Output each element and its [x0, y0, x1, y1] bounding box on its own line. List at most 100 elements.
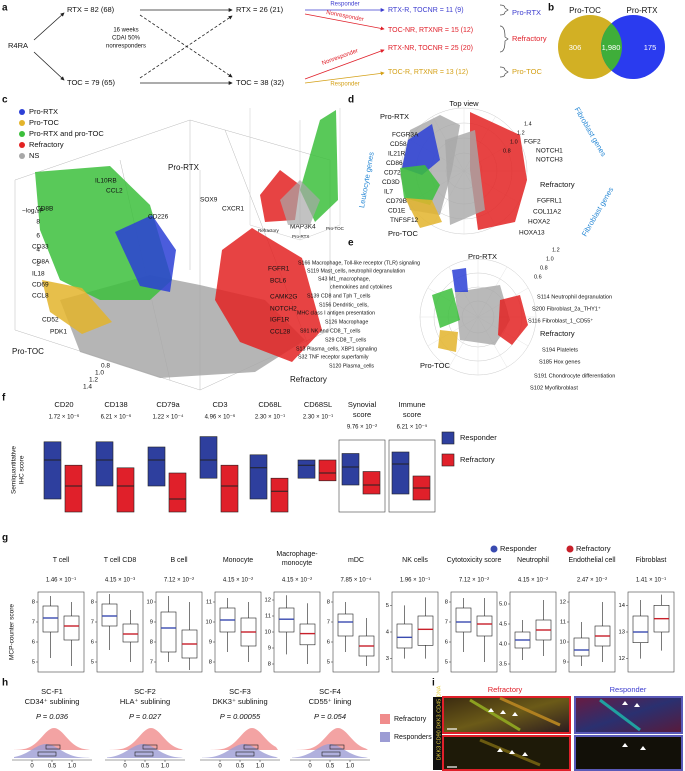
module-label: S116 Fibroblast_1_CD55⁺	[528, 317, 593, 324]
label: Nonresponder	[321, 48, 359, 67]
connector	[304, 71, 385, 84]
label: 1.22 × 10⁻⁴	[153, 414, 184, 421]
module-label: S43 M1_macrophage,	[318, 276, 370, 282]
point-cloud	[42, 280, 112, 334]
plot-frame	[568, 591, 616, 673]
label: Fibroblast genes	[580, 185, 616, 238]
gene-label: CD33	[32, 244, 49, 251]
label: Responder	[610, 685, 647, 694]
y-tick-label: 7	[91, 620, 94, 626]
box	[142, 744, 158, 750]
label: 1.0	[510, 139, 518, 145]
gene-label: CD3D	[382, 179, 400, 186]
label: RTX-NR, TOCNR = 25 (20)	[388, 45, 473, 52]
box	[318, 459, 337, 482]
density-ridge	[202, 744, 278, 758]
gene-label: NOTCH3	[536, 157, 563, 164]
label: T cell	[53, 557, 70, 564]
label: Responder	[330, 2, 359, 8]
module-label: S166 Macrophage, Toll-like receptor (TLR…	[298, 260, 420, 266]
label: TOC = 38 (32)	[236, 78, 285, 87]
x-tick-label: 0	[218, 764, 222, 770]
module-label: S120 Plasma_cells	[329, 363, 374, 369]
box	[337, 613, 354, 637]
legend-swatch	[380, 732, 390, 742]
label: CD34⁺ sublining	[25, 697, 80, 706]
point-cloud	[438, 330, 458, 352]
y-tick-label: 8	[150, 640, 153, 646]
panel-letter: c	[2, 95, 8, 106]
label: Leukocyte genes	[357, 151, 376, 209]
connector	[139, 15, 233, 79]
gene-label: CCL28	[270, 329, 291, 336]
label: Pro-RTX	[168, 163, 200, 172]
panel-letter: d	[348, 95, 354, 106]
box	[235, 751, 255, 757]
module-label: S126 Macrophage	[325, 319, 368, 325]
y-tick-label: 5	[91, 660, 94, 666]
bracket	[499, 66, 509, 78]
y-tick-label: 12	[265, 598, 271, 604]
x-tick-label: 0	[123, 764, 127, 770]
label: MCP-counter score	[9, 604, 16, 660]
box	[220, 464, 239, 513]
label: 0.8	[101, 363, 110, 370]
y-tick-label: 10	[265, 630, 271, 636]
gene-label: NOTCH1	[536, 148, 563, 155]
micrograph	[442, 735, 571, 771]
point-cloud	[115, 215, 176, 292]
box	[42, 605, 59, 633]
y-tick-label: 8	[268, 662, 271, 668]
label: score	[353, 410, 371, 419]
y-tick-label: 10	[560, 640, 566, 646]
legend-swatch	[380, 714, 390, 724]
plot-frame	[214, 591, 262, 673]
label: monocyte	[282, 560, 312, 567]
label: Refractory	[394, 716, 427, 723]
label: Pro-RTX	[468, 252, 497, 261]
x-tick-label: 0	[30, 764, 34, 770]
label: 0.8	[503, 148, 511, 154]
label: TOC-NR, RTXNR = 15 (12)	[388, 27, 473, 34]
box	[101, 603, 118, 627]
connector	[33, 12, 65, 41]
module-label: S194 Platelets	[542, 347, 578, 353]
micrograph	[574, 696, 683, 734]
label: Refractory	[488, 685, 523, 694]
y-tick-label: 8	[445, 600, 448, 606]
box	[632, 615, 649, 643]
axis-frame	[299, 224, 341, 241]
label: Immune	[398, 400, 425, 409]
micrograph	[574, 735, 683, 771]
label: 4.15 × 10⁻³	[105, 578, 135, 584]
x-tick-label: 0.5	[236, 764, 245, 770]
plot-frame	[96, 591, 144, 673]
legend-dot	[19, 142, 25, 148]
plot-frame	[388, 439, 436, 513]
label: −log₁₀P	[22, 208, 44, 215]
label: 1.4	[83, 384, 92, 391]
gene-label: FGFR1	[268, 266, 290, 273]
label: TOC = 79 (65)	[67, 78, 116, 87]
y-tick-label: 7	[32, 620, 35, 626]
box	[116, 467, 135, 513]
label: CD3	[212, 400, 227, 409]
label: 4.15 × 10⁻²	[223, 578, 253, 584]
gene-label: CCL2	[106, 188, 123, 195]
label: DKK3	[436, 746, 442, 760]
box	[249, 454, 268, 500]
axis-frame	[14, 119, 191, 181]
label: 4.15 × 10⁻²	[518, 578, 548, 584]
density-ridge	[202, 728, 278, 750]
gene-label: SOX9	[200, 197, 218, 204]
label: 6.21 × 10⁻⁶	[101, 414, 132, 421]
box	[64, 464, 83, 513]
gene-label: PDK1	[50, 329, 67, 336]
point-cloud	[432, 288, 460, 328]
label: 306	[569, 43, 582, 52]
label: Pro-TOC	[420, 361, 450, 370]
arrowhead-marker	[640, 746, 646, 750]
label: Monocyte	[223, 557, 253, 564]
gene-label: IL7	[384, 189, 393, 196]
micrograph	[442, 696, 571, 734]
